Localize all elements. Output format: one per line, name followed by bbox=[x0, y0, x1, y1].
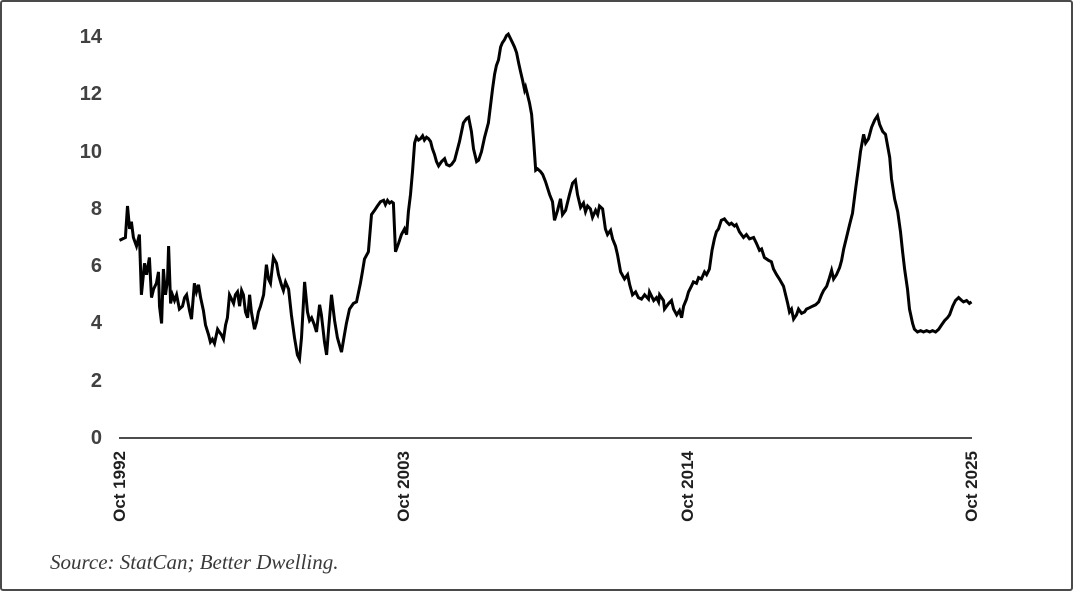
source-note: Source: StatCan; Better Dwelling. bbox=[50, 550, 339, 574]
x-tick-label: Oct 1992 bbox=[110, 451, 129, 522]
y-tick-label: 12 bbox=[79, 83, 102, 106]
x-tick-label: Oct 2025 bbox=[962, 451, 981, 522]
y-tick-label: 14 bbox=[79, 25, 102, 48]
y-tick-label: 8 bbox=[90, 197, 102, 220]
y-tick-label: 6 bbox=[90, 255, 102, 278]
y-tick-label: 4 bbox=[90, 312, 102, 335]
y-tick-label: 0 bbox=[90, 427, 102, 449]
x-tick-label: Oct 2003 bbox=[394, 451, 413, 522]
y-tick-label: 2 bbox=[90, 369, 102, 392]
series-line bbox=[118, 31, 973, 365]
x-axis-line bbox=[119, 437, 972, 439]
y-tick-label: 10 bbox=[79, 140, 102, 163]
x-tick-label: Oct 2014 bbox=[678, 451, 697, 522]
